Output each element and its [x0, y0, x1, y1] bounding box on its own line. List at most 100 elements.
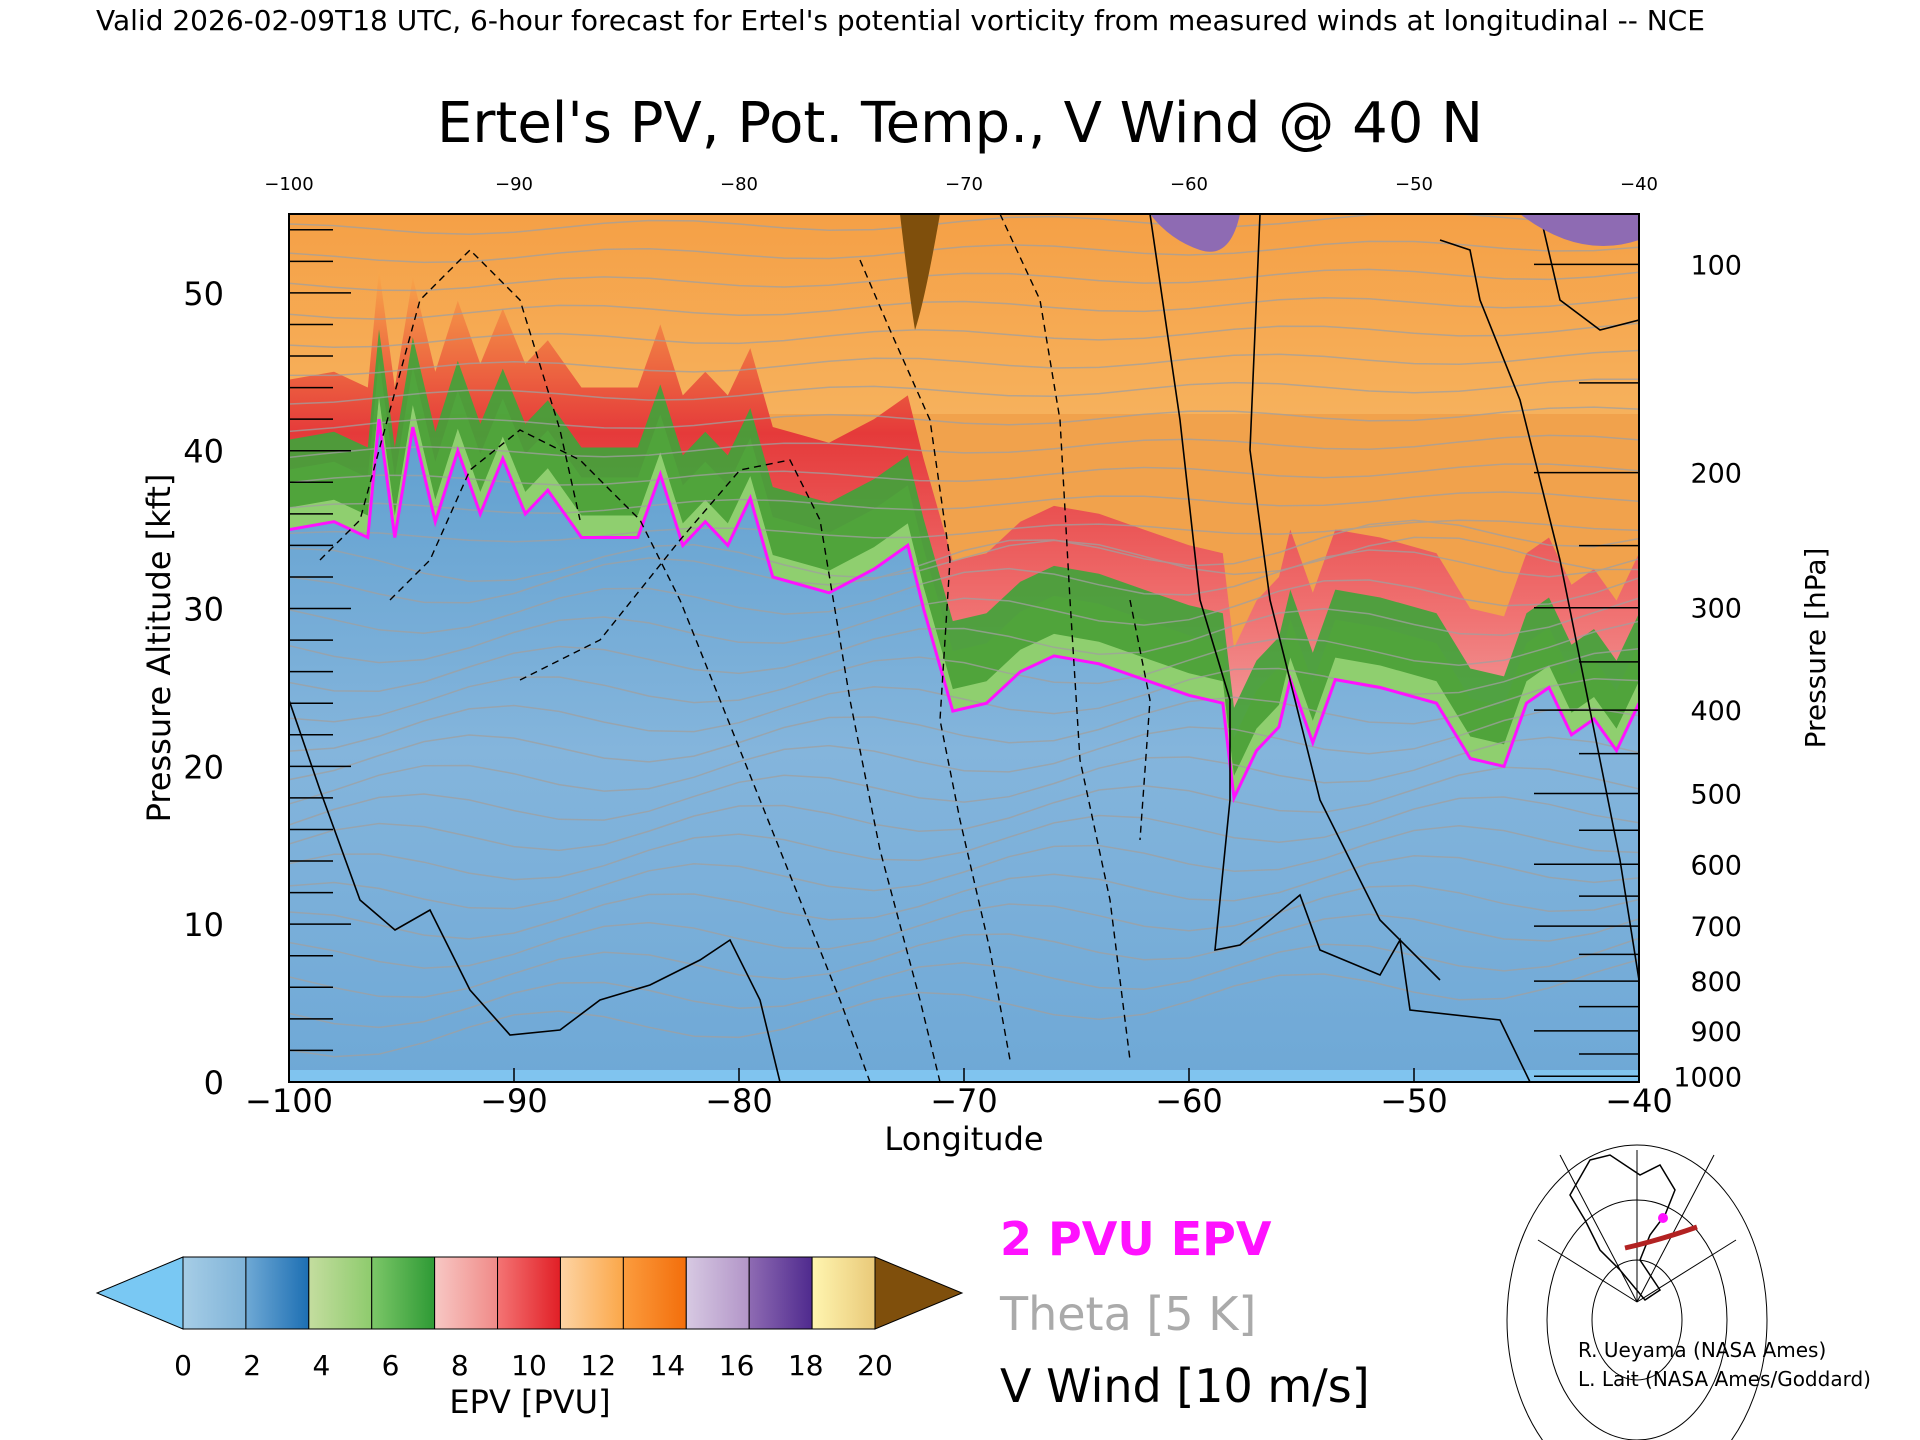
theta-contour [289, 913, 1639, 998]
theta-contour [289, 549, 1639, 634]
inset-graticule [1506, 1144, 1768, 1440]
vwind-contour-mid [1249, 214, 1441, 981]
theta-contour [289, 349, 1639, 377]
lightgreen-pv-band [289, 397, 1639, 798]
y-tick-label: 10 [183, 906, 224, 944]
colorbar-bin [685, 1256, 750, 1330]
theta-contour [289, 766, 1639, 852]
theta-contour [289, 296, 1639, 320]
theta-contour [289, 378, 1639, 405]
x-top-tick-label: −40 [1620, 174, 1658, 195]
pressure-tick-label: 1000 [1673, 1062, 1742, 1093]
theta-contour [289, 620, 1639, 723]
tropopause-2pvu-contour [289, 419, 1639, 804]
colorbar-bin [371, 1256, 436, 1330]
pv-field [289, 214, 1639, 1082]
colorbar-over-arrow [874, 1256, 964, 1330]
pressure-tick-label: 200 [1690, 459, 1742, 490]
pressure-tick-label: 400 [1690, 696, 1742, 727]
legend-2pvu: 2 PVU EPV [1000, 1212, 1272, 1266]
vwind-contour-east [1149, 214, 1531, 1082]
vwind-dashed-contours [319, 214, 1151, 1082]
colorbar-tick-label: 8 [451, 1349, 469, 1382]
pressure-tick-label: 300 [1690, 594, 1742, 625]
colorbar-under-arrow [95, 1256, 184, 1330]
x-top-tick-label: −60 [1170, 174, 1208, 195]
y-tick-label: 50 [183, 275, 224, 313]
y-axis-label-left: Pressure Altitude [kft] [140, 474, 178, 823]
legend-vwind: V Wind [10 m/s] [1000, 1359, 1370, 1413]
colorbar-tick-label: 12 [580, 1349, 616, 1382]
pressure-tick-label: 900 [1690, 1017, 1742, 1048]
x-tick-label: −40 [1605, 1082, 1673, 1120]
colorbar-tick-label: 14 [650, 1349, 686, 1382]
colorbar-tick-label: 18 [788, 1349, 824, 1382]
vwind-dashed-2 [389, 429, 871, 1082]
colorbar-tick-label: 6 [382, 1349, 400, 1382]
vwind-dashed-4 [859, 259, 1011, 1061]
colorbar-bin [559, 1256, 624, 1330]
pressure-tick-label: 800 [1690, 967, 1742, 998]
theta-contour [289, 937, 1639, 1029]
y-tick-label: 0 [204, 1064, 224, 1102]
pressure-tick-label: 600 [1690, 850, 1742, 881]
theta-contours [289, 214, 1639, 1058]
theta-contour [289, 577, 1639, 664]
x-tick-label: −100 [245, 1082, 333, 1120]
y-axis-label-right: Pressure [hPa] [1799, 548, 1832, 749]
theta-contour [289, 597, 1639, 692]
x-tick-label: −80 [705, 1082, 773, 1120]
vwind-contours [289, 214, 1639, 1082]
theta-contour [289, 884, 1639, 969]
vwind-contour-nw [1539, 214, 1639, 331]
x-top-tick-label: −80 [720, 174, 758, 195]
theta-contour [289, 519, 1639, 543]
theta-contour [289, 406, 1639, 433]
colorbar-tick-label: 2 [243, 1349, 261, 1382]
y-tick-label: 40 [183, 433, 224, 471]
inset-marker [1658, 1213, 1668, 1223]
theta-contour [289, 240, 1639, 264]
x-top-tick-label: −70 [945, 174, 983, 195]
colorbar-bin [497, 1256, 561, 1330]
colorbar-tick-label: 0 [174, 1349, 192, 1382]
credit-line-2: L. Lait (NASA Ames/Goddard) [1578, 1367, 1871, 1391]
high-pv-tongue [900, 214, 940, 330]
y-axis-ticks-left: 0 10 20 30 40 50 [183, 275, 224, 1102]
theta-contour [289, 519, 1639, 604]
colorbar-bin [245, 1256, 310, 1330]
red-pv-band [289, 269, 1639, 738]
theta-contour [289, 536, 1639, 583]
low-pv-region [289, 419, 1639, 1082]
colorbar-tick-label: 16 [719, 1349, 755, 1382]
vwind-contour-right [1439, 239, 1639, 981]
vwind-contour-west [289, 699, 781, 1082]
purple-pv-patch-east [1520, 214, 1639, 247]
theta-contour [289, 707, 1639, 805]
right-pressure-ticks [1534, 263, 1639, 1078]
theta-contour [289, 463, 1639, 486]
chart-title: Ertel's PV, Pot. Temp., V Wind @ 40 N [437, 91, 1483, 156]
x-tick-label: −50 [1380, 1082, 1448, 1120]
colorbar-bin [811, 1256, 876, 1330]
theta-contour [289, 736, 1639, 826]
colorbar-bin [308, 1256, 373, 1330]
theta-contour [289, 214, 1639, 235]
y-tick-label: 20 [183, 748, 224, 786]
y-tick-label: 30 [183, 591, 224, 629]
theta-contour [289, 825, 1639, 910]
purple-pv-patch [1150, 214, 1240, 252]
x-tick-label: −90 [480, 1082, 548, 1120]
green-pv-band [289, 329, 1639, 778]
x-tick-label: −60 [1155, 1082, 1223, 1120]
pressure-tick-label: 500 [1690, 779, 1742, 810]
colorbar-tick-label: 10 [511, 1349, 547, 1382]
pressure-tick-label: 100 [1690, 250, 1742, 281]
legend-theta: Theta [5 K] [999, 1287, 1256, 1341]
inset-continent [1569, 1154, 1676, 1301]
vwind-dashed-5 [999, 214, 1131, 1061]
theta-contour [289, 796, 1639, 881]
left-minor-ticks [289, 229, 351, 1083]
colorbar-label: EPV [PVU] [449, 1383, 610, 1421]
